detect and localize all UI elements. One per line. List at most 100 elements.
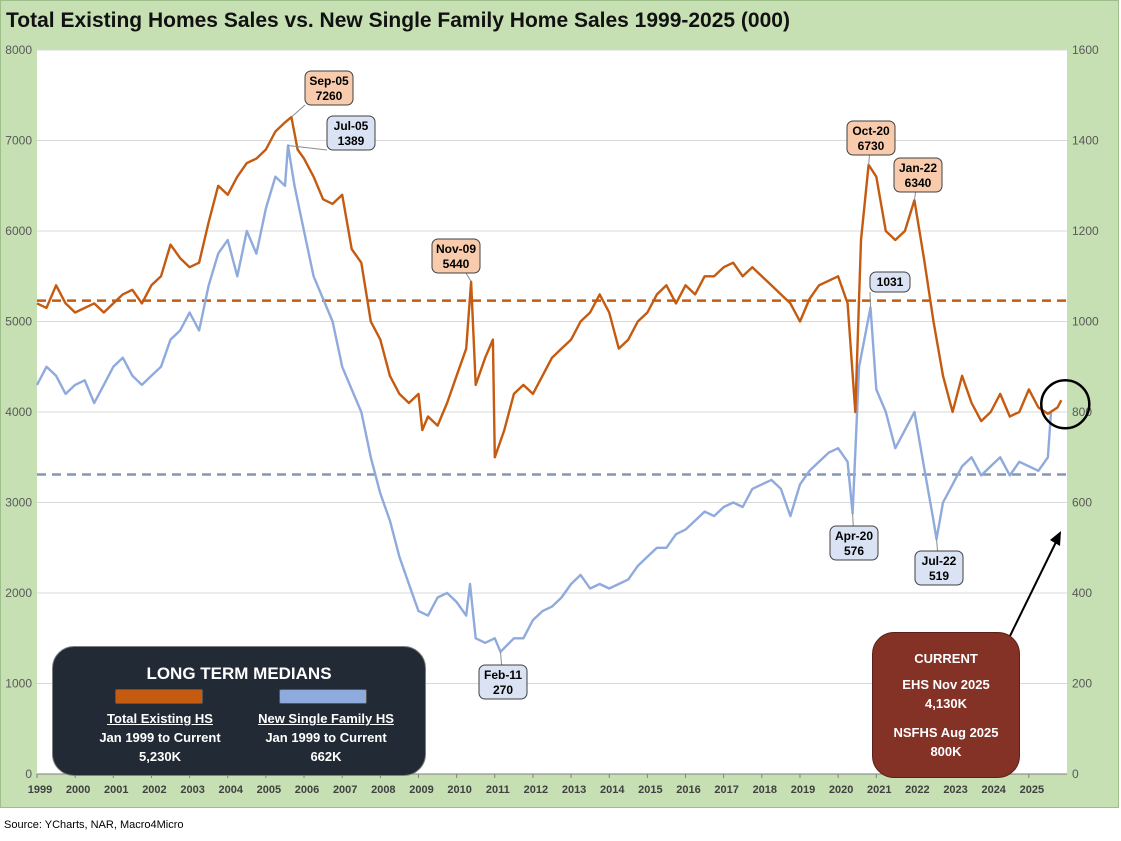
x-tick-label: 2010 xyxy=(447,784,471,796)
annotation-callout xyxy=(829,525,879,561)
annotation-leader xyxy=(869,291,872,308)
annotation-label: Feb-11 xyxy=(484,668,522,682)
x-tick-label: 2016 xyxy=(676,784,700,796)
current-panel: CURRENT EHS Nov 2025 4,130K NSFHS Aug 20… xyxy=(872,632,1020,778)
annotation-label: Jan-22 xyxy=(899,161,937,175)
annotation-label: Jul-05 xyxy=(334,119,369,133)
annotation-leader xyxy=(287,144,328,151)
x-tick-label: 2024 xyxy=(981,784,1006,796)
existing-median-value: 5,230K xyxy=(139,749,181,764)
x-tick-label: 1999 xyxy=(28,784,52,796)
x-tick-label: 2009 xyxy=(409,784,433,796)
source-note: Source: YCharts, NAR, Macro4Micro xyxy=(4,819,184,831)
current-nsfhs: NSFHS Aug 2025 800K xyxy=(873,723,1019,761)
annotation-callout xyxy=(326,115,376,151)
x-tick-label: 2019 xyxy=(791,784,815,796)
new-median-period: Jan 1999 to Current xyxy=(265,730,387,745)
x-tick-label: 2017 xyxy=(714,784,738,796)
y-right-tick-label: 400 xyxy=(1072,586,1092,600)
x-tick-label: 2013 xyxy=(562,784,586,796)
x-tick-label: 2018 xyxy=(753,784,777,796)
annotation-label: Sep-05 xyxy=(309,74,349,88)
x-tick-label: 2021 xyxy=(867,784,891,796)
annotation-label: 576 xyxy=(844,544,864,558)
annotation-leader xyxy=(291,104,306,118)
y-right-tick-label: 0 xyxy=(1072,767,1079,781)
annotation-label: 1389 xyxy=(338,134,365,148)
annotation-callout xyxy=(431,238,481,274)
existing-homes-sales-line xyxy=(36,115,1063,459)
medians-title: LONG TERM MEDIANS xyxy=(146,664,332,683)
current-ehs-value: 4,130K xyxy=(925,696,967,711)
annotation-callout xyxy=(893,157,943,193)
x-tick-label: 2002 xyxy=(142,784,166,796)
y-left-tick-label: 2000 xyxy=(5,586,32,600)
y-right-tick-label: 1400 xyxy=(1072,134,1099,148)
x-tick-label: 2003 xyxy=(180,784,204,796)
annotation-label: 1031 xyxy=(877,275,904,289)
x-tick-label: 2025 xyxy=(1020,784,1044,796)
new-swatch xyxy=(279,689,367,704)
annotation-callout xyxy=(846,120,896,156)
x-tick-label: 2005 xyxy=(257,784,281,796)
x-tick-label: 2008 xyxy=(371,784,395,796)
current-ehs: EHS Nov 2025 4,130K xyxy=(873,675,1019,713)
x-tick-label: 2015 xyxy=(638,784,662,796)
annotation-label: Oct-20 xyxy=(852,124,890,138)
x-tick-label: 2022 xyxy=(905,784,929,796)
annotation-label: 519 xyxy=(929,569,949,583)
existing-median-column: Total Existing HS Jan 1999 to Current 5,… xyxy=(75,709,245,766)
existing-median-period: Jan 1999 to Current xyxy=(99,730,221,745)
current-highlight-circle xyxy=(1040,378,1091,430)
y-left-tick-label: 4000 xyxy=(5,405,32,419)
current-ehs-label: EHS Nov 2025 xyxy=(902,677,990,692)
y-left-tick-label: 0 xyxy=(25,767,32,781)
y-left-tick-label: 6000 xyxy=(5,224,32,238)
annotation-callout xyxy=(478,664,528,700)
x-tick-label: 2004 xyxy=(218,784,243,796)
x-tick-label: 2020 xyxy=(829,784,853,796)
y-left-tick-label: 3000 xyxy=(5,496,32,510)
x-tick-label: 2014 xyxy=(600,784,625,796)
existing-median-heading: Total Existing HS xyxy=(107,711,213,726)
annotation-label: Jul-22 xyxy=(922,554,957,568)
new-median-column: New Single Family HS Jan 1999 to Current… xyxy=(241,709,411,766)
current-nsfhs-label: NSFHS Aug 2025 xyxy=(893,725,999,740)
current-arrow-shaft xyxy=(1007,539,1058,641)
x-tick-label: 2001 xyxy=(104,784,128,796)
annotation-label: 6340 xyxy=(905,176,932,190)
y-right-tick-label: 1200 xyxy=(1072,224,1099,238)
annotation-callout xyxy=(914,550,964,586)
y-left-tick-label: 8000 xyxy=(5,43,32,57)
new-median-heading: New Single Family HS xyxy=(258,711,394,726)
annotation-callout xyxy=(869,271,911,293)
current-title: CURRENT xyxy=(914,651,978,666)
annotation-label: 270 xyxy=(493,683,513,697)
annotation-label: 5440 xyxy=(443,257,470,271)
x-tick-label: 2023 xyxy=(943,784,967,796)
annotation-callout xyxy=(304,70,354,106)
long-term-medians-panel: LONG TERM MEDIANS Total Existing HS Jan … xyxy=(52,646,426,776)
chart-title: Total Existing Homes Sales vs. New Singl… xyxy=(6,9,790,32)
x-tick-label: 2006 xyxy=(295,784,319,796)
x-tick-label: 2007 xyxy=(333,784,357,796)
existing-swatch xyxy=(115,689,203,704)
y-left-tick-label: 7000 xyxy=(5,134,32,148)
new-median-value: 662K xyxy=(310,749,342,764)
y-left-tick-label: 1000 xyxy=(5,677,32,691)
x-tick-label: 2000 xyxy=(66,784,90,796)
y-right-tick-label: 1600 xyxy=(1072,43,1099,57)
new-single-family-sales-line xyxy=(35,144,1053,653)
current-arrow-head xyxy=(1050,531,1061,546)
annotation-label: Nov-09 xyxy=(436,242,476,256)
y-right-tick-label: 1000 xyxy=(1072,315,1099,329)
annotation-label: Apr-20 xyxy=(835,529,873,543)
y-right-tick-label: 200 xyxy=(1072,677,1092,691)
current-nsfhs-value: 800K xyxy=(930,744,962,759)
y-right-tick-label: 600 xyxy=(1072,496,1092,510)
annotation-label: 7260 xyxy=(316,89,343,103)
annotation-label: 6730 xyxy=(858,139,885,153)
x-tick-label: 2011 xyxy=(486,784,510,796)
y-left-tick-label: 5000 xyxy=(5,315,32,329)
x-tick-label: 2012 xyxy=(524,784,548,796)
